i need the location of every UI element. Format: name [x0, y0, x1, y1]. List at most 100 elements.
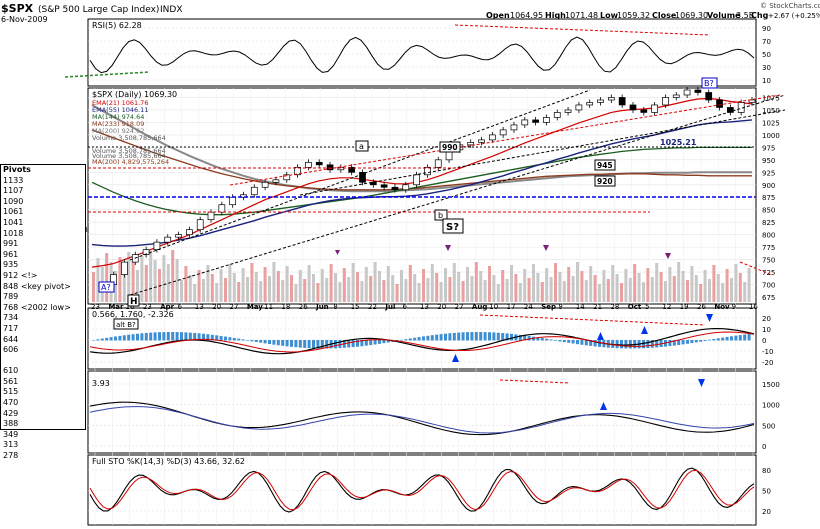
label-990: 990: [442, 143, 458, 152]
chg-value: +2.67 (+0.25%): [768, 12, 820, 20]
macd-histogram-bar: [712, 339, 716, 341]
candle-body: [651, 104, 658, 113]
candle-body: [521, 119, 529, 126]
box-a: [355, 140, 369, 152]
x-tick-label: 13: [420, 303, 429, 311]
macd-histogram-bar: [316, 340, 320, 349]
pivot-level: [3, 356, 85, 367]
macd-tick-label: -10: [762, 348, 773, 356]
volume-bar: [316, 283, 320, 302]
low-label: Low: [600, 11, 619, 20]
label-a-q: A?: [101, 283, 111, 292]
y-tick-label: 1075: [762, 94, 780, 102]
volume-bar: [400, 270, 403, 302]
macd-histogram-bar: [268, 340, 271, 345]
label-920: 920: [597, 177, 613, 186]
volume-bar: [369, 276, 373, 302]
macd-histogram-bar: [351, 340, 355, 348]
macd-histogram-bar: [628, 340, 632, 349]
volume-bar: [197, 270, 201, 302]
candle-body: [175, 234, 182, 238]
candle-body: [467, 142, 475, 146]
pivot-level: 848 <key pivot>: [3, 281, 71, 291]
sto-tick-label: 80: [762, 467, 771, 475]
volume-bar: [452, 263, 456, 302]
volume-bar: [545, 268, 549, 302]
label-b-q: B?: [704, 79, 714, 88]
box-945: [594, 159, 616, 171]
volume-bar: [417, 283, 421, 302]
down-arrow-icon: [445, 245, 451, 251]
open-label: Open: [486, 11, 510, 20]
volume-bar: [606, 279, 610, 302]
volume-bar: [290, 275, 293, 302]
macd-histogram-bar: [118, 335, 122, 341]
x-tick-label: Apr: [160, 303, 174, 311]
volume-bar: [694, 275, 698, 302]
candle-body: [359, 171, 366, 183]
up-arrow-icon: [597, 332, 604, 340]
volume-bar: [620, 283, 623, 302]
macd-histogram-bar: [650, 340, 654, 348]
macd-histogram-bar: [404, 339, 408, 341]
macd-histogram-bar: [584, 340, 588, 346]
volume-bar: [488, 266, 491, 302]
macd-histogram-bar: [708, 339, 711, 341]
macd-histogram-bar: [686, 340, 689, 344]
volume-bar: [461, 281, 465, 302]
candle-body: [272, 179, 280, 183]
macd-histogram-bar: [721, 337, 725, 341]
legend-vol1: Volume 3,508,785,664: [92, 134, 166, 142]
macd-histogram-bar: [122, 335, 126, 341]
macd-histogram-bar: [386, 340, 390, 343]
macd-histogram-bar: [422, 336, 425, 341]
volume-bar: [448, 277, 452, 302]
volume-bar: [395, 284, 399, 302]
candle-body: [607, 97, 615, 101]
x-tick-label: 11: [264, 303, 273, 311]
volume-bar: [580, 271, 584, 302]
macd-histogram-bar: [263, 340, 267, 344]
volume-bar: [276, 271, 280, 302]
candle-body: [586, 102, 594, 106]
x-tick-label: 15: [351, 303, 360, 311]
macd-histogram-bar: [501, 333, 505, 341]
y-tick-label: 700: [762, 282, 775, 290]
macd-histogram-bar: [197, 333, 201, 341]
volume-bar: [470, 276, 474, 302]
macd-histogram-bar: [96, 339, 100, 341]
macd-histogram-bar: [246, 340, 249, 341]
volume-bar: [92, 272, 95, 302]
osc-signal-line: [89, 406, 755, 434]
volume-bar: [734, 264, 738, 302]
volume-bar: [567, 267, 571, 302]
candle-body: [553, 112, 561, 118]
macd-histogram-bar: [298, 340, 302, 348]
macd-histogram-bar: [290, 340, 293, 347]
volume-bar: [202, 279, 205, 302]
macd-histogram-bar: [448, 333, 452, 341]
x-tick-label: Mar: [108, 303, 124, 311]
volume-bar: [294, 284, 298, 302]
volume-bar: [466, 267, 469, 302]
pivot-level: 991: [3, 239, 19, 249]
volume-value: 3.5B: [736, 11, 754, 20]
volume-bar: [171, 250, 175, 302]
x-tick-label: 10: [489, 303, 498, 311]
x-tick-label: 21: [593, 303, 602, 311]
volume-bar: [325, 278, 329, 302]
volume-bar: [664, 281, 667, 302]
volume-bar: [180, 280, 183, 302]
down-arrow-icon: [543, 245, 549, 251]
pivot-level: 1041: [3, 217, 24, 227]
macd-histogram-bar: [92, 340, 95, 341]
macd-histogram-bar: [140, 333, 144, 341]
volume-bar: [738, 273, 742, 302]
candle-body: [380, 184, 388, 188]
macd-histogram-bar: [466, 332, 469, 341]
legend-vol2: Volume 3,508,785,664: [92, 147, 166, 155]
legend-ma200: MA(200) 924.62: [92, 127, 144, 135]
volume-bar: [131, 261, 135, 302]
macd-histogram-bar: [153, 332, 157, 341]
volume-bar: [228, 264, 232, 302]
